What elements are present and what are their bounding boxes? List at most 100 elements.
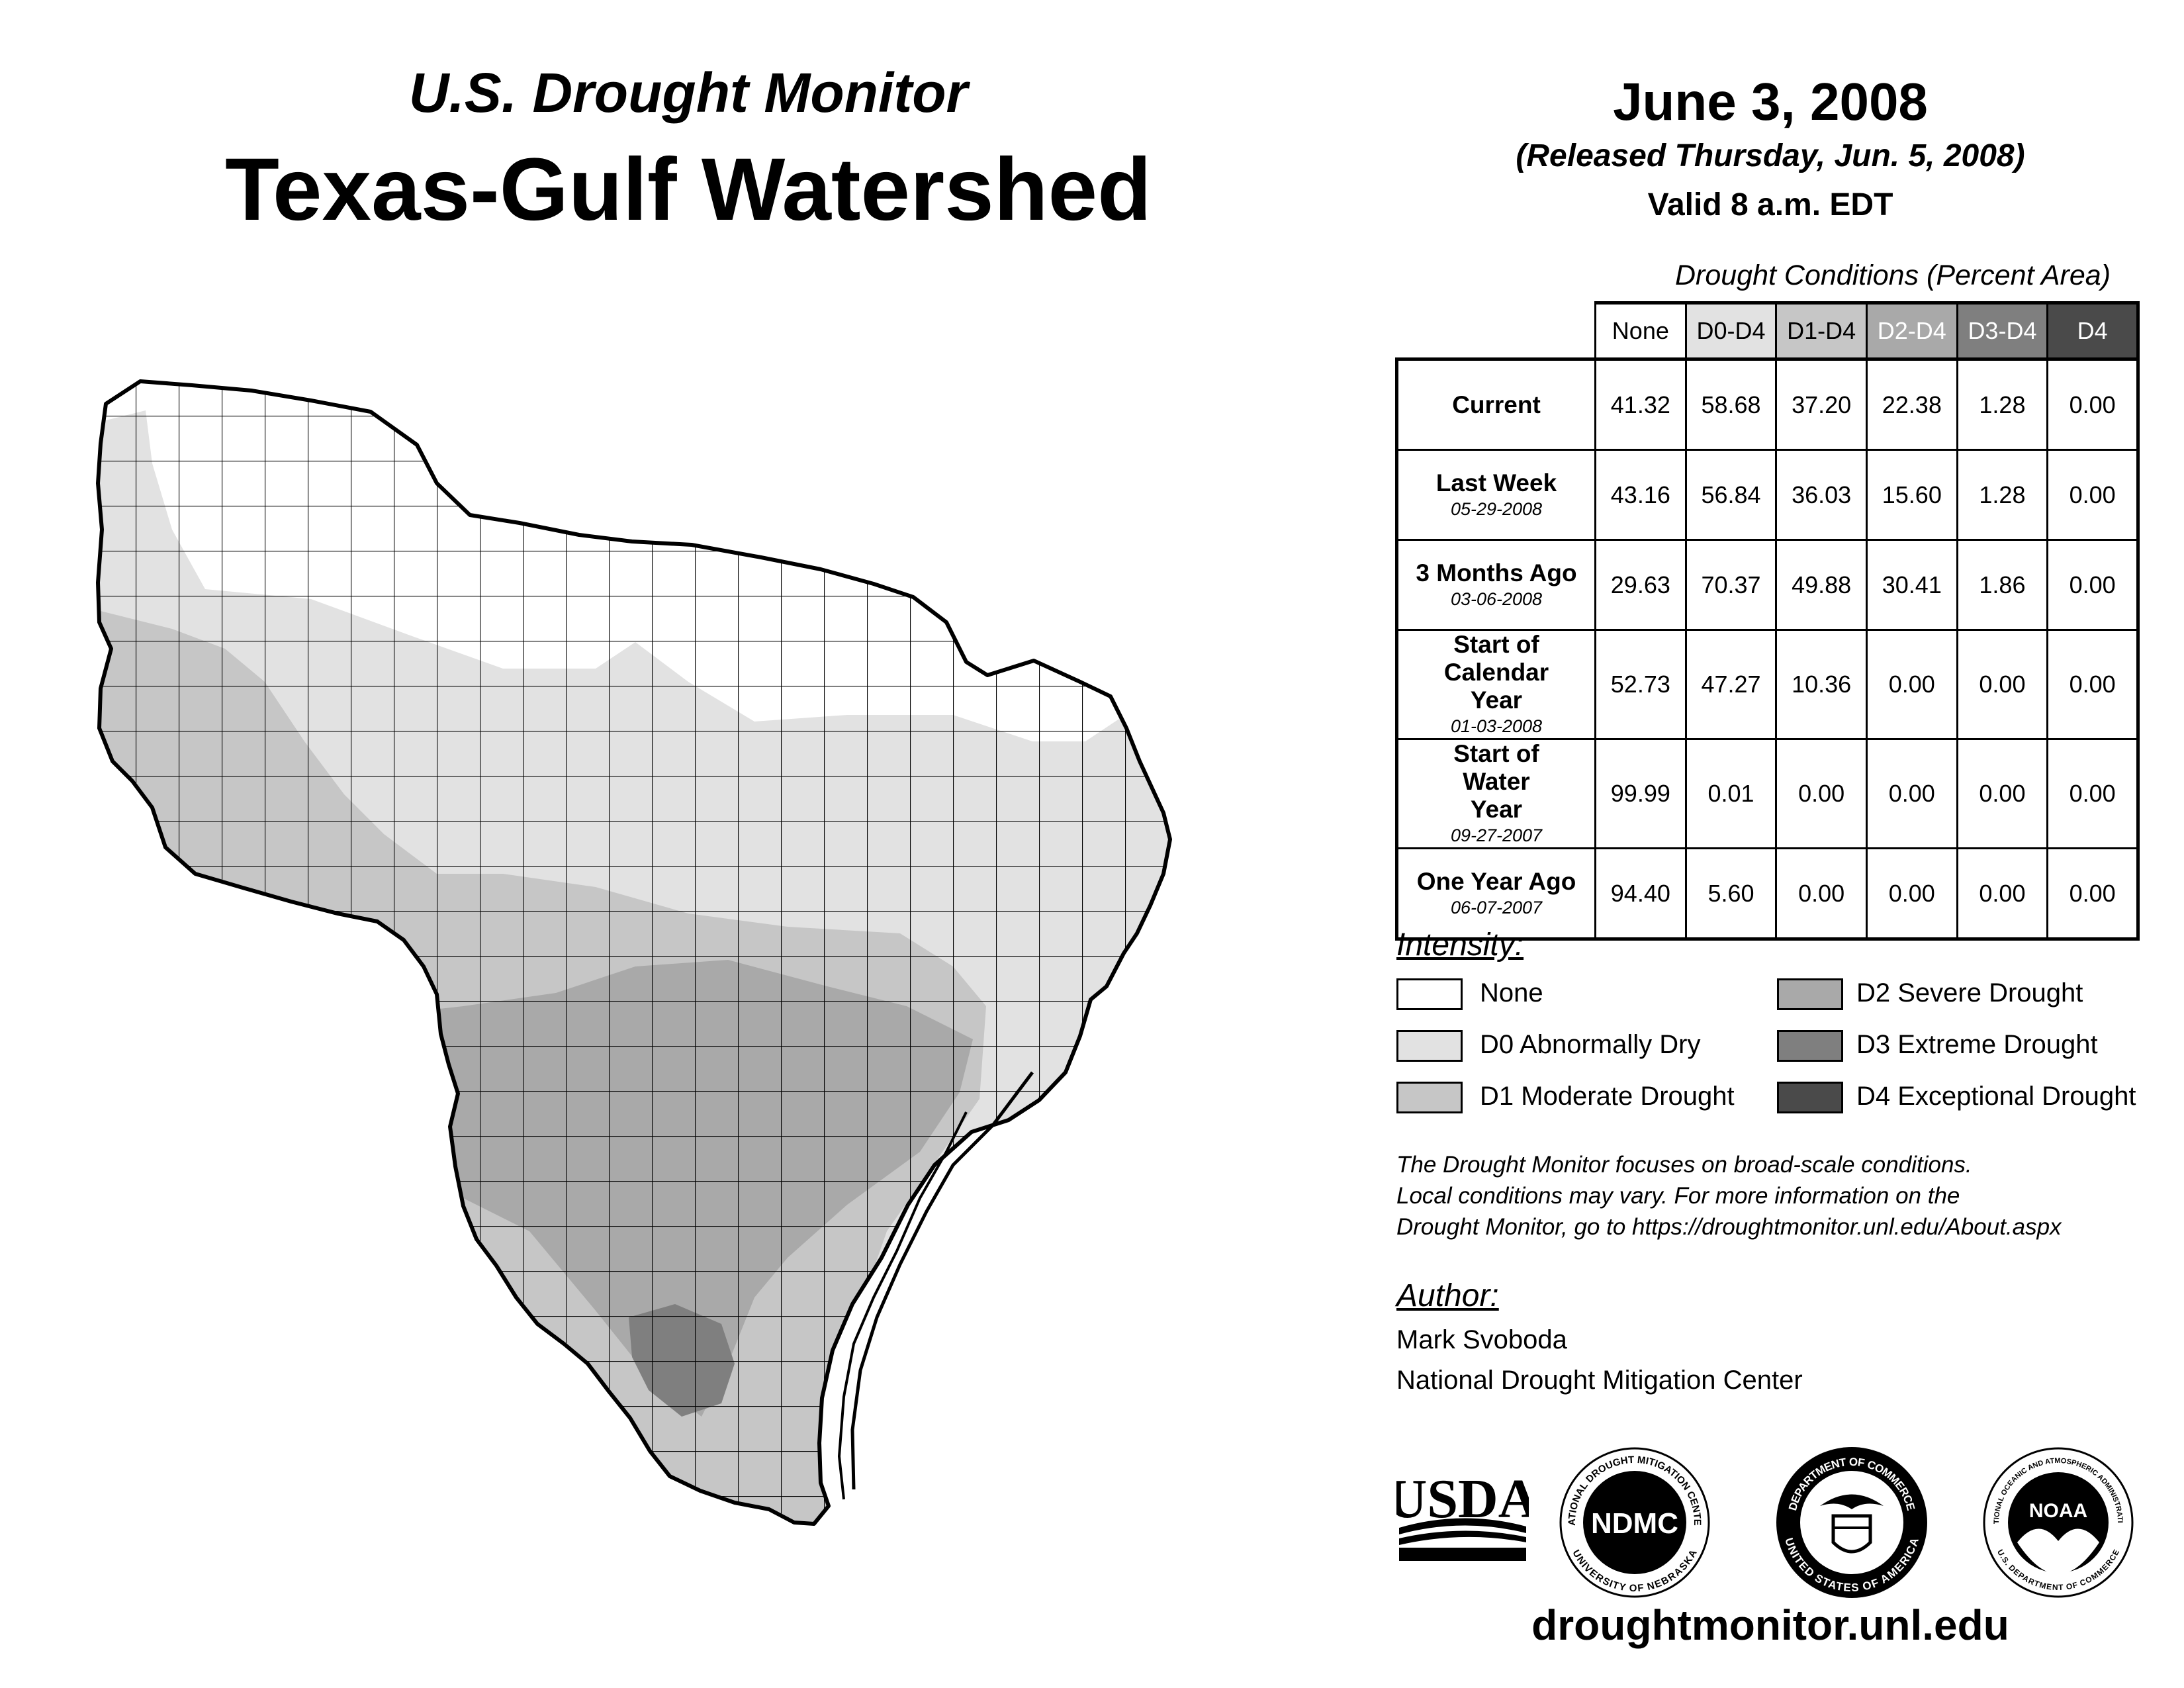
legend-swatch-none <box>1396 978 1463 1010</box>
legend-swatch-d3 <box>1777 1030 1843 1062</box>
row-label: Start of Water Year 09-27-2007 <box>1395 738 1596 849</box>
row-label-text: Start of Water Year <box>1453 740 1539 823</box>
cell-value: 1.28 <box>1956 449 2049 541</box>
cell-value: 70.37 <box>1684 539 1778 631</box>
table-row-start-of-water-year: Start of Water Year 09-27-2007 99.99 0.01… <box>1395 738 2140 849</box>
row-date: 05-29-2008 <box>1450 498 1543 519</box>
legend-label-d2: D2 Severe Drought <box>1856 978 2083 1008</box>
cell-value: 10.36 <box>1775 629 1868 740</box>
cell-value: 0.00 <box>1956 629 2049 740</box>
row-label-text: Start of Calendar Year <box>1443 631 1549 714</box>
row-date: 01-03-2008 <box>1450 716 1543 736</box>
table-row-current: Current 41.32 58.68 37.20 22.38 1.28 0.0… <box>1395 357 2140 451</box>
watershed-map <box>96 379 1172 1526</box>
cell-value: 0.00 <box>2046 738 2140 849</box>
website-url: droughtmonitor.unl.edu <box>1531 1601 2009 1649</box>
table-corner <box>1396 303 1596 361</box>
legend-swatch-d0 <box>1396 1030 1463 1062</box>
gulf-coastline <box>837 1111 968 1500</box>
col-header-d0-d4: D0-D4 <box>1684 301 1778 360</box>
row-label-text: One Year Ago <box>1416 867 1576 895</box>
legend-label-none: None <box>1480 978 1543 1008</box>
cell-value: 94.40 <box>1594 847 1687 941</box>
legend-label-d1: D1 Moderate Drought <box>1480 1082 1735 1111</box>
col-header-d1-d4: D1-D4 <box>1775 301 1868 360</box>
legend-label-d4: D4 Exceptional Drought <box>1856 1082 2136 1111</box>
ndmc-logo: NATIONAL DROUGHT MITIGATION CENTER UNIVE… <box>1555 1443 1710 1598</box>
legend-label-d3: D3 Extreme Drought <box>1856 1030 2098 1059</box>
cell-value: 58.68 <box>1684 357 1778 451</box>
cell-value: 0.00 <box>1775 847 1868 941</box>
cell-value: 47.27 <box>1684 629 1778 740</box>
legend-label-d0: D0 Abnormally Dry <box>1480 1030 1701 1059</box>
cell-value: 49.88 <box>1775 539 1868 631</box>
note-line: The Drought Monitor focuses on broad-sca… <box>1396 1152 1972 1178</box>
cell-value: 0.00 <box>1865 629 1958 740</box>
cell-value: 0.00 <box>1956 738 2049 849</box>
cell-value: 29.63 <box>1594 539 1687 631</box>
usda-logo: USDA <box>1396 1468 1529 1561</box>
noaa-logo-text: NOAA <box>2029 1500 2087 1522</box>
row-label: One Year Ago 06-07-2007 <box>1395 847 1596 941</box>
table-row-start-of-calendar-year: Start of Calendar Year 01-03-2008 52.73 4… <box>1395 629 2140 740</box>
row-label-text: Last Week <box>1435 469 1557 496</box>
cell-value: 37.20 <box>1775 357 1868 451</box>
watershed-outline <box>96 379 1172 1526</box>
table-caption: Drought Conditions (Percent Area) <box>1674 259 2111 291</box>
ndmc-logo-text: NDMC <box>1591 1507 1678 1540</box>
table-row-3-months-ago: 3 Months Ago 03-06-2008 29.63 70.37 49.88… <box>1395 539 2140 631</box>
author-title: Author: <box>1396 1278 1499 1313</box>
eagle-icon <box>1820 1494 1884 1509</box>
cell-value: 0.01 <box>1684 738 1778 849</box>
legend-swatch-d2 <box>1777 978 1843 1010</box>
cell-value: 0.00 <box>2046 449 2140 541</box>
cell-value: 1.86 <box>1956 539 2049 631</box>
cell-value: 99.99 <box>1594 738 1687 849</box>
cell-value: 5.60 <box>1684 847 1778 941</box>
col-header-d2-d4: D2-D4 <box>1865 301 1958 360</box>
map-title: Texas-Gulf Watershed <box>225 140 1152 239</box>
cell-value: 0.00 <box>2046 539 2140 631</box>
row-date: 09-27-2007 <box>1450 825 1543 845</box>
noaa-logo: NATIONAL OCEANIC AND ATMOSPHERIC ADMINIS… <box>1979 1443 2134 1598</box>
commerce-seal: DEPARTMENT OF COMMERCE UNITED STATES OF … <box>1776 1447 1927 1598</box>
table-row-one-year-ago: One Year Ago 06-07-2007 94.40 5.60 0.00 0… <box>1395 847 2140 941</box>
author-org: National Drought Mitigation Center <box>1396 1366 1803 1395</box>
legend-swatch-d4 <box>1777 1082 1843 1113</box>
cell-value: 0.00 <box>2046 357 2140 451</box>
cell-value: 15.60 <box>1865 449 1958 541</box>
disclaimer-note: The Drought Monitor focuses on broad-sca… <box>1396 1149 2177 1243</box>
row-label: 3 Months Ago 03-06-2008 <box>1395 539 1596 631</box>
cell-value: 41.32 <box>1594 357 1687 451</box>
note-line: Local conditions may vary. For more info… <box>1396 1183 1960 1209</box>
row-label: Start of Calendar Year 01-03-2008 <box>1395 629 1596 740</box>
release-date: (Released Thursday, Jun. 5, 2008) <box>1516 138 2025 173</box>
row-date: 06-07-2007 <box>1450 897 1543 917</box>
cell-value: 30.41 <box>1865 539 1958 631</box>
row-label: Last Week 05-29-2008 <box>1395 449 1596 541</box>
cell-value: 0.00 <box>1956 847 2049 941</box>
note-line: Drought Monitor, go to https://droughtmo… <box>1396 1214 2062 1240</box>
county-boundaries <box>98 381 1170 1524</box>
seabird-icon <box>2017 1528 2099 1574</box>
cell-value: 0.00 <box>2046 847 2140 941</box>
legend-title: Intensity: <box>1396 927 1524 962</box>
cell-value: 56.84 <box>1684 449 1778 541</box>
cell-value: 0.00 <box>2046 629 2140 740</box>
col-header-none: None <box>1594 301 1687 360</box>
valid-time: Valid 8 a.m. EDT <box>1647 187 1893 222</box>
map-subtitle: U.S. Drought Monitor <box>408 62 968 124</box>
row-label-text: Current <box>1452 391 1541 418</box>
cell-value: 36.03 <box>1775 449 1868 541</box>
row-label: Current <box>1395 357 1596 451</box>
cell-value: 0.00 <box>1865 738 1958 849</box>
barrier-island <box>850 1071 1034 1490</box>
col-header-d3-d4: D3-D4 <box>1956 301 2049 360</box>
cell-value: 52.73 <box>1594 629 1687 740</box>
cell-value: 22.38 <box>1865 357 1958 451</box>
author-name: Mark Svoboda <box>1396 1325 1567 1354</box>
map-date: June 3, 2008 <box>1613 72 1928 131</box>
cell-value: 1.28 <box>1956 357 2049 451</box>
legend-swatch-d1 <box>1396 1082 1463 1113</box>
drought-conditions-table: None D0-D4 D1-D4 D2-D4 D3-D4 D4 Current … <box>1395 301 2140 941</box>
